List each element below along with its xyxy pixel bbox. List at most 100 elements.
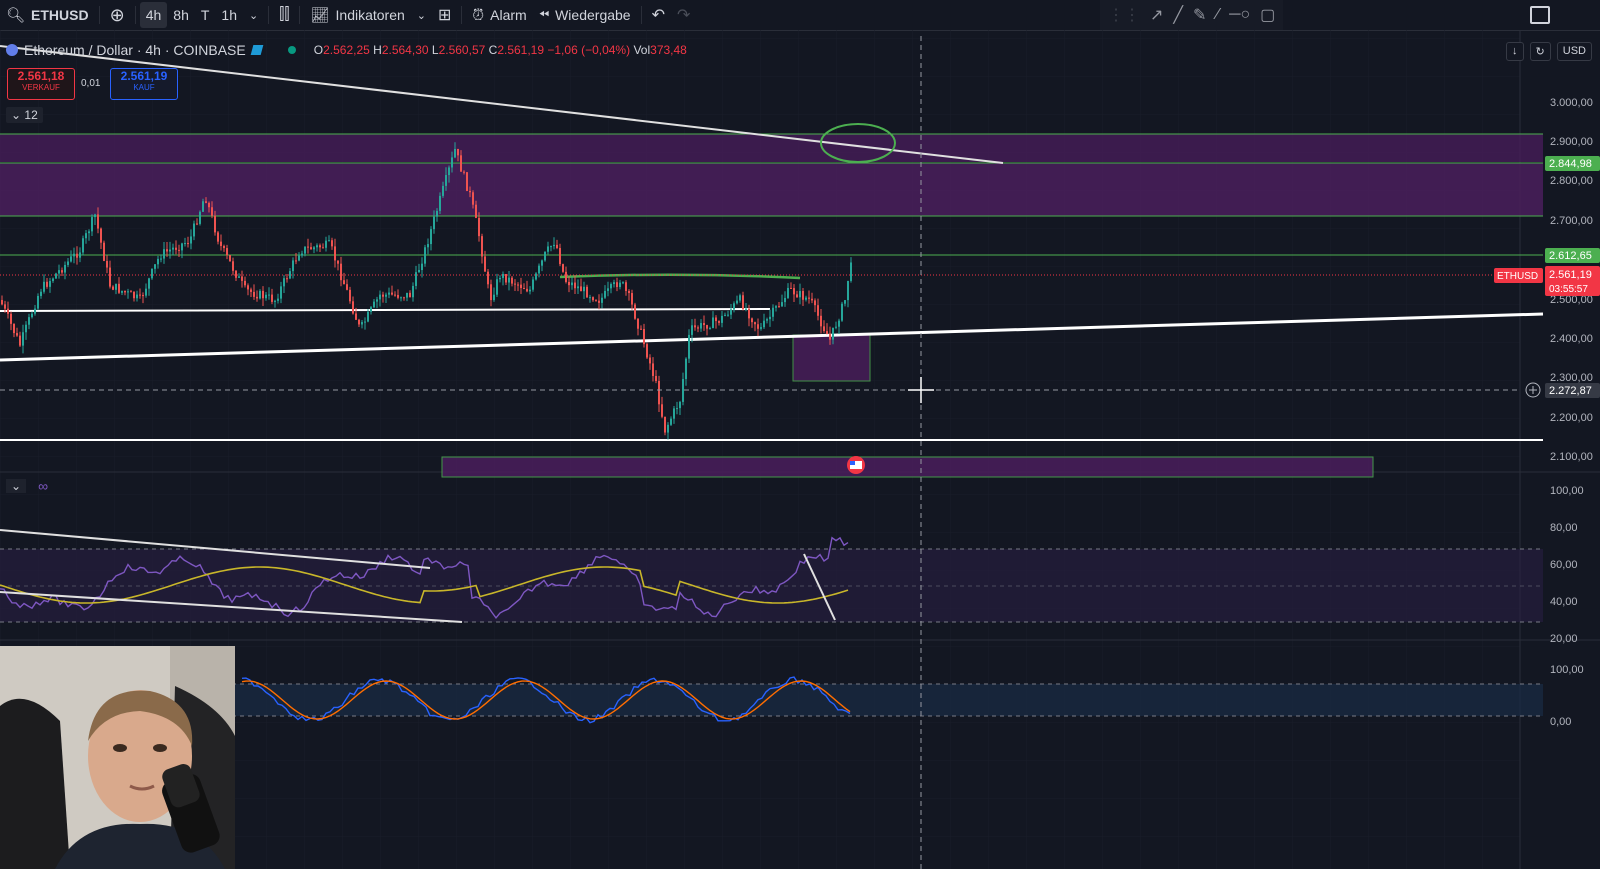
candle-body [748, 308, 750, 319]
stoch-d-line[interactable] [241, 680, 851, 720]
templates-button[interactable]: ⊞ [432, 0, 457, 30]
replay-button[interactable]: ⏪︎ Wiedergabe [533, 0, 637, 30]
chart-type-button[interactable]: ⫿⫿ [273, 0, 295, 30]
candle-body [667, 424, 669, 433]
candle-body [733, 303, 735, 310]
brush-tool-icon[interactable]: ✎ [1193, 7, 1207, 24]
download-icon[interactable]: ↓ [1506, 42, 1524, 61]
interval-8h[interactable]: 8h [173, 7, 189, 23]
candle-body [760, 327, 762, 329]
candle-body [826, 331, 828, 335]
webcam-overlay [0, 646, 235, 869]
refresh-icon[interactable]: ↻ [1529, 42, 1551, 61]
sell-price: 2.561,18 [17, 69, 65, 83]
rectangle-tool-icon[interactable]: ▢ [1260, 7, 1276, 24]
candle-body [349, 289, 351, 302]
candle-body [457, 148, 459, 156]
symbol-title[interactable]: Ethereum / Dollar · 4h · COINBASE [24, 42, 246, 58]
support-zone[interactable] [441, 456, 1374, 478]
ascending-trendline[interactable] [0, 312, 1544, 362]
demand-box[interactable] [792, 334, 871, 382]
redo-button[interactable]: ↷ [671, 0, 696, 30]
sell-button[interactable]: 2.561,18 VERKAUF [7, 68, 75, 100]
resistance-zone[interactable] [0, 163, 1543, 216]
high-label: H [373, 43, 382, 57]
candle-body [445, 175, 447, 186]
rsi-trendline[interactable] [0, 591, 463, 623]
interval-4h[interactable]: 4h [139, 2, 168, 28]
candle-body [805, 297, 807, 300]
candle-body [478, 217, 480, 237]
candle-body [55, 273, 57, 279]
candle-body [580, 286, 582, 292]
rsi-trendline[interactable] [803, 553, 836, 621]
candle-body [103, 242, 105, 261]
candle-body [601, 297, 603, 303]
candle-body [814, 300, 816, 306]
highlight-ellipse[interactable] [820, 123, 896, 163]
candle-body [25, 324, 27, 333]
chart-canvas[interactable]: 3.000,00 2.900,00 2.800,00 2.700,00 2.50… [0, 30, 1600, 869]
candle-body [832, 327, 834, 340]
candle-body [160, 258, 162, 260]
interval-day[interactable]: T [200, 7, 210, 23]
candle-body [487, 271, 489, 285]
rsi-trendline[interactable] [0, 529, 431, 569]
candle-body [700, 323, 702, 329]
divider [461, 6, 463, 24]
indicator-link-icon[interactable]: ∞ [38, 478, 49, 494]
candle-body [346, 284, 348, 290]
drag-handle-icon[interactable]: ⋮⋮ [1108, 7, 1140, 24]
last-price-tag-text: 2.561,19 [1549, 269, 1592, 281]
candle-body [58, 270, 60, 274]
horizontal-support-line[interactable] [0, 308, 771, 312]
horizontal-line-tool-icon[interactable]: ─○ [1229, 6, 1251, 23]
candle-body [319, 245, 321, 248]
layout-icon[interactable] [1530, 6, 1550, 24]
alarm-button[interactable]: ⏰︎ Alarm [466, 0, 532, 30]
rsi-line[interactable] [0, 536, 849, 620]
candle-body [610, 284, 612, 289]
currency-selector[interactable]: USD [1556, 42, 1592, 61]
candle-body [169, 249, 171, 252]
symbol-search-button[interactable]: 🔍︎ ETHUSD [0, 0, 95, 30]
candle-body [772, 307, 774, 317]
candle-body [127, 291, 129, 293]
stoch-k-line[interactable] [241, 676, 851, 724]
indicators-button[interactable]: 📈︎ Indikatoren ⌄ [304, 0, 432, 30]
candle-body [835, 326, 837, 328]
descending-trendline[interactable] [0, 45, 1004, 164]
buy-button[interactable]: 2.561,19 KAUF [110, 68, 178, 100]
rsi-ma-line[interactable] [0, 566, 849, 604]
resistance-zone-upper[interactable] [0, 134, 1543, 162]
candle-body [307, 246, 309, 248]
exchange-flag-icon [250, 45, 264, 55]
indicator-collapse-button[interactable]: ⌄ 12 [6, 107, 43, 123]
symbol-label: ETHUSD [31, 7, 89, 23]
chevron-down-icon[interactable]: ⌄ [6, 479, 27, 493]
candle-body [4, 304, 6, 309]
candle-body [211, 207, 213, 216]
interval-dropdown[interactable]: ⌄ [243, 0, 264, 30]
candle-body [328, 240, 330, 242]
candle-body [847, 280, 849, 301]
candle-body [220, 241, 222, 246]
resistance-curve-drawing[interactable] [559, 273, 801, 280]
compare-symbol-button[interactable]: ⊕ [104, 0, 131, 30]
path-tool-icon[interactable]: ↗ [1150, 7, 1164, 24]
candle-body [145, 288, 147, 296]
candle-body [490, 284, 492, 301]
candle-body [544, 251, 546, 261]
candlestick-series[interactable] [1, 142, 852, 440]
price-axis-label: 2.300,00 [1550, 372, 1593, 384]
ray-tool-icon[interactable]: ∕ [1216, 6, 1220, 23]
candle-body [793, 288, 795, 295]
candle-body [163, 249, 165, 259]
add-alert-icon[interactable] [1525, 382, 1541, 398]
crosshair-price-tag [1545, 383, 1600, 398]
candle-body [538, 265, 540, 274]
trendline-tool-icon[interactable]: ╱ [1173, 7, 1184, 24]
undo-button[interactable]: ↶ [646, 0, 671, 30]
candle-body [682, 379, 684, 402]
interval-1h[interactable]: 1h [221, 7, 237, 23]
